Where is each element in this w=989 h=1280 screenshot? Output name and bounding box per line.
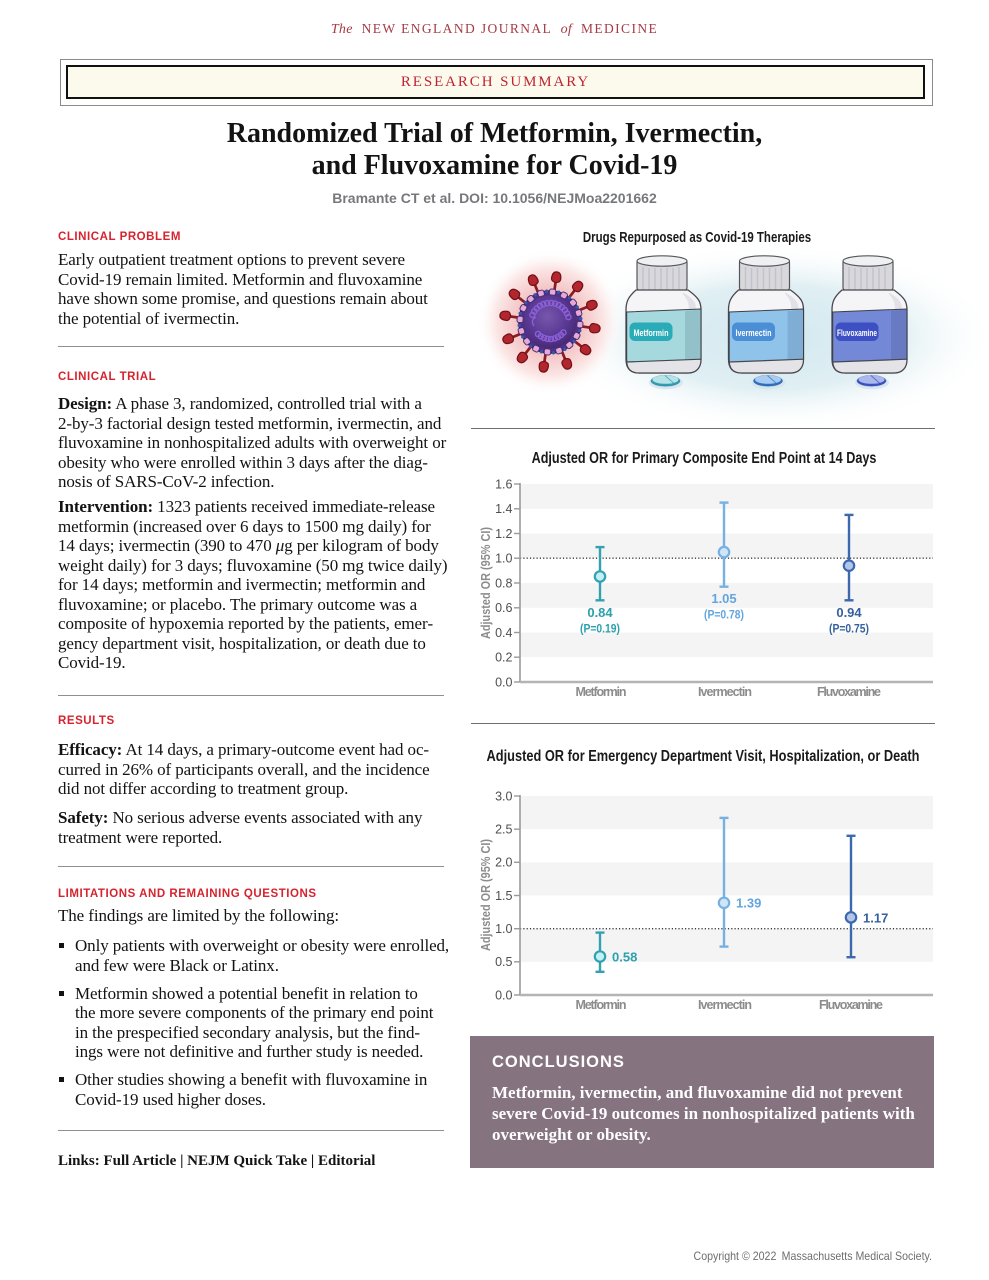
svg-text:2.5: 2.5: [495, 823, 512, 837]
svg-text:0.0: 0.0: [495, 988, 512, 1002]
svg-text:Ivermectin: Ivermectin: [698, 998, 752, 1012]
svg-text:Adjusted OR (95% CI): Adjusted OR (95% CI): [479, 527, 493, 639]
svg-text:0.8: 0.8: [495, 576, 512, 590]
svg-text:Metformin: Metformin: [576, 998, 627, 1012]
svg-text:1.2: 1.2: [495, 527, 512, 541]
svg-text:1.0: 1.0: [495, 552, 512, 566]
svg-text:Ivermectin: Ivermectin: [736, 328, 772, 339]
svg-text:(P=0.78): (P=0.78): [704, 610, 744, 622]
svg-text:1.5: 1.5: [495, 889, 512, 903]
svg-text:0.2: 0.2: [495, 651, 512, 665]
svg-text:1.6: 1.6: [495, 477, 512, 491]
svg-text:2.0: 2.0: [495, 856, 512, 870]
svg-text:Metformin: Metformin: [634, 328, 669, 339]
svg-text:Metformin: Metformin: [576, 685, 627, 699]
svg-text:Fluvoxamine: Fluvoxamine: [817, 685, 881, 699]
svg-text:(P=0.75): (P=0.75): [829, 624, 869, 636]
svg-text:1.39: 1.39: [736, 896, 761, 911]
svg-text:3.0: 3.0: [495, 789, 512, 803]
svg-text:0.0: 0.0: [495, 675, 512, 689]
svg-text:Fluvoxamine: Fluvoxamine: [819, 998, 883, 1012]
svg-text:0.94: 0.94: [836, 605, 862, 620]
svg-text:1.17: 1.17: [863, 911, 888, 926]
svg-text:0.4: 0.4: [495, 626, 512, 640]
svg-text:0.58: 0.58: [612, 950, 637, 965]
svg-text:0.6: 0.6: [495, 601, 512, 615]
svg-text:1.4: 1.4: [495, 502, 512, 516]
svg-text:1.0: 1.0: [495, 922, 512, 936]
svg-text:Ivermectin: Ivermectin: [698, 685, 752, 699]
svg-text:(P=0.19): (P=0.19): [580, 624, 620, 636]
svg-text:Adjusted OR (95% CI): Adjusted OR (95% CI): [479, 839, 493, 951]
svg-text:Fluvoxamine: Fluvoxamine: [837, 328, 877, 338]
svg-text:0.84: 0.84: [587, 605, 613, 620]
svg-text:1.05: 1.05: [711, 591, 736, 606]
svg-text:0.5: 0.5: [495, 955, 512, 969]
